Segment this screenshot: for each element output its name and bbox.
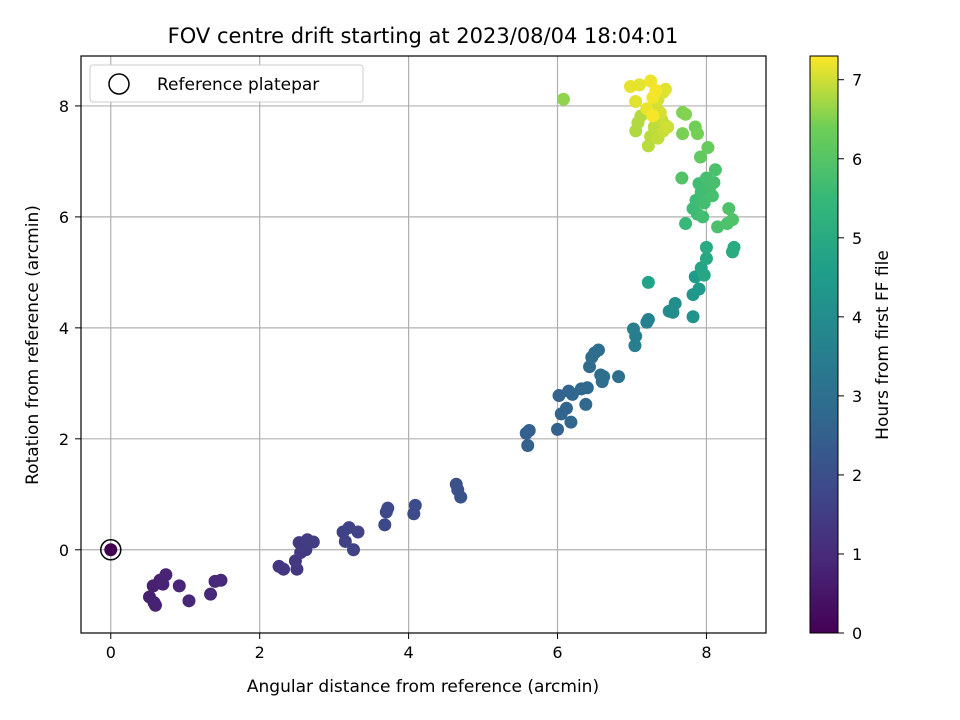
data-point (679, 107, 693, 121)
y-tick-label: 8 (59, 97, 69, 116)
data-point (646, 109, 660, 123)
x-tick-label: 8 (701, 643, 711, 662)
data-point (148, 598, 162, 612)
y-axis-ticks: 0 2 4 6 8 (59, 97, 81, 560)
data-point (522, 423, 536, 437)
data-point (172, 579, 186, 593)
data-point (182, 594, 196, 608)
data-point (727, 240, 741, 254)
colorbar-tick-label: 4 (852, 308, 862, 327)
data-point (378, 518, 392, 532)
legend-label: Reference platepar (157, 75, 319, 95)
data-point (556, 92, 570, 106)
data-point (214, 573, 228, 587)
data-point (708, 163, 722, 177)
legend-marker-icon (108, 73, 130, 95)
data-point (338, 534, 352, 548)
data-point (104, 543, 118, 557)
data-point (629, 94, 643, 108)
data-point (722, 202, 736, 216)
data-point (661, 120, 675, 134)
y-tick-label: 0 (59, 541, 69, 560)
data-point (580, 381, 594, 395)
data-point (597, 370, 611, 384)
data-point (629, 329, 643, 343)
data-point (697, 268, 711, 282)
data-point (277, 562, 291, 576)
colorbar (809, 55, 839, 634)
reference-marker (100, 539, 122, 561)
x-tick-label: 4 (404, 643, 414, 662)
data-point (347, 543, 361, 557)
data-point (351, 525, 365, 539)
data-point (701, 141, 715, 155)
data-point (521, 438, 535, 452)
data-point (564, 415, 578, 429)
colorbar-ticks: 0 1 2 3 4 5 6 7 (838, 71, 862, 643)
data-point (686, 310, 700, 324)
data-point (290, 562, 304, 576)
data-point (628, 339, 642, 353)
colorbar-tick-label: 3 (852, 387, 862, 406)
colorbar-label: Hours from first FF file (873, 250, 893, 440)
data-point (306, 535, 320, 549)
data-point (658, 82, 672, 96)
data-point (696, 210, 710, 224)
colorbar-tick-label: 1 (852, 545, 862, 564)
colorbar-tick-label: 6 (852, 150, 862, 169)
data-point (552, 389, 566, 403)
data-point (641, 313, 655, 327)
data-point (408, 498, 422, 512)
colorbar-tick-label: 5 (852, 229, 862, 248)
plot-area-frame (80, 55, 767, 634)
data-point (693, 150, 707, 164)
data-point (675, 171, 689, 185)
data-point (705, 189, 719, 203)
data-point (623, 80, 637, 94)
x-axis-label: Angular distance from reference (arcmin) (247, 677, 599, 697)
y-tick-label: 6 (59, 208, 69, 227)
chart-title: FOV centre drift starting at 2023/08/04 … (168, 24, 679, 48)
data-point (691, 127, 704, 141)
data-point (612, 370, 626, 384)
data-point (707, 175, 721, 189)
y-axis-label: Rotation from reference (arcmin) (23, 205, 43, 485)
data-point (692, 282, 706, 296)
data-point (699, 240, 713, 254)
legend-box (89, 64, 364, 103)
data-point (159, 568, 173, 582)
data-point (649, 83, 663, 97)
x-axis-ticks: 0 2 4 6 8 (106, 633, 712, 662)
legend: Reference platepar (89, 64, 364, 103)
data-point (641, 275, 655, 289)
x-tick-label: 2 (255, 643, 265, 662)
grid-lines (81, 56, 766, 633)
colorbar-tick-label: 0 (852, 624, 862, 643)
colorbar-tick-label: 2 (852, 466, 862, 485)
reference-platepar-marker (100, 539, 122, 561)
data-point (591, 343, 605, 357)
data-point (676, 127, 690, 141)
y-tick-label: 2 (59, 430, 69, 449)
data-point (381, 501, 395, 515)
data-point (679, 217, 693, 231)
data-point (559, 401, 573, 415)
data-point (668, 296, 682, 310)
data-point (454, 490, 468, 504)
data-point (725, 213, 739, 227)
data-points (104, 74, 741, 612)
data-point (579, 397, 593, 411)
x-tick-label: 0 (106, 643, 116, 662)
data-point (699, 252, 713, 266)
data-point (204, 587, 218, 601)
colorbar-tick-label: 7 (852, 71, 862, 90)
x-tick-label: 6 (552, 643, 562, 662)
y-tick-label: 4 (59, 319, 69, 338)
data-point (551, 422, 565, 436)
